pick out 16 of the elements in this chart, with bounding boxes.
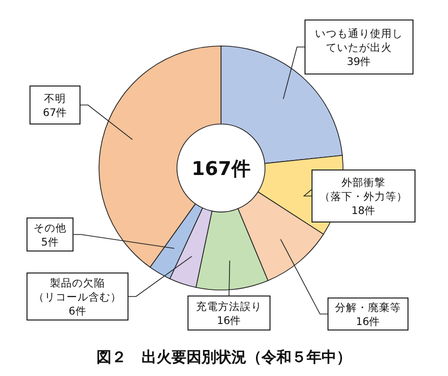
slice-label: その他 — [34, 222, 66, 234]
data-label: 67件 — [42, 107, 68, 119]
slice-label: 分解・廃棄等 — [335, 301, 401, 314]
data-label: 16件 — [216, 315, 242, 327]
data-label: 6件 — [68, 306, 86, 318]
slice-label: 外部衝撃（落下・外力等） — [320, 176, 408, 203]
text: 図２ 出火要因別状況（令和５年中） — [96, 348, 352, 366]
data-label: 16件 — [356, 316, 380, 328]
data-label: 18件 — [351, 205, 376, 217]
data-label: 39件 — [346, 56, 372, 68]
data-label: 5件 — [41, 236, 59, 248]
slice-label: いつも通り使用していたが出火 — [315, 27, 403, 54]
slice-label: 充電方法誤り — [196, 300, 262, 313]
text: 167件 — [192, 158, 250, 180]
slice-label: 製品の欠陥（リコール含む） — [34, 276, 122, 304]
slice-label: 不明 — [44, 93, 66, 105]
